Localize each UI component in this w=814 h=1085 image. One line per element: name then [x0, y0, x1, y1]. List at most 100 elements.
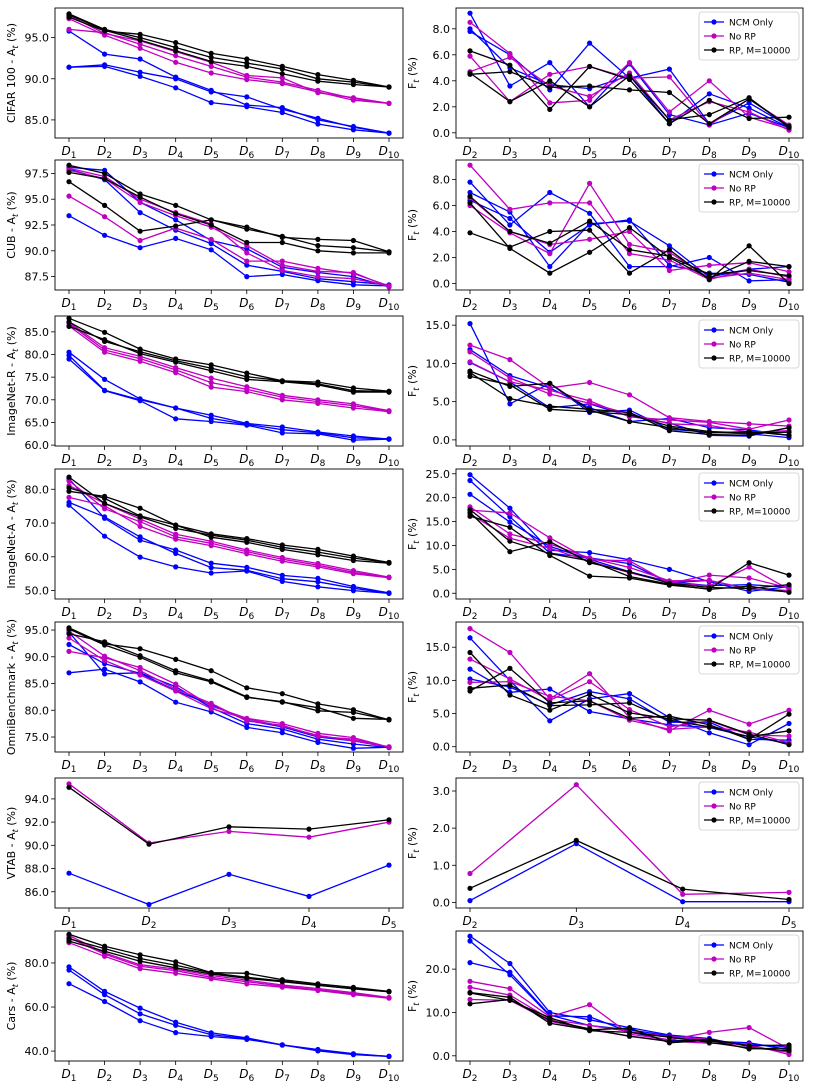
y-tick-label: 97.5 — [25, 167, 50, 180]
series-no-rp — [66, 932, 392, 1001]
data-point — [306, 893, 312, 900]
data-point — [137, 210, 143, 216]
data-point — [626, 241, 633, 248]
legend-swatch-marker — [711, 199, 717, 205]
data-point — [315, 430, 321, 436]
data-point — [547, 78, 553, 84]
data-point — [173, 656, 179, 663]
series-ncm-only — [467, 666, 792, 747]
series-line — [68, 321, 390, 393]
series-line — [68, 169, 390, 288]
data-point — [746, 278, 752, 284]
data-point — [173, 235, 179, 241]
series-line — [68, 323, 390, 412]
data-point — [746, 428, 752, 435]
data-point — [746, 115, 752, 122]
data-point — [137, 1005, 143, 1011]
x-tick-label: D7 — [275, 452, 290, 469]
x-tick-label: D10 — [379, 296, 400, 313]
data-point — [173, 564, 179, 570]
data-point — [350, 237, 356, 244]
data-point — [547, 251, 553, 257]
data-point — [680, 899, 686, 905]
series-line — [68, 668, 390, 749]
series-no-rp — [66, 478, 392, 581]
data-point — [315, 236, 321, 242]
x-tick-label: D1 — [62, 452, 77, 469]
data-point — [386, 717, 392, 723]
y-tick-label: 95.0 — [25, 32, 50, 45]
data-point — [706, 1029, 712, 1035]
x-tick-label: D7 — [662, 296, 677, 313]
data-point — [137, 45, 143, 51]
data-point — [786, 277, 792, 283]
data-point — [746, 267, 752, 274]
series-rp-m-10000 — [66, 12, 392, 90]
data-point — [279, 258, 285, 264]
data-point — [208, 63, 214, 69]
x-tick-label: D1 — [62, 296, 77, 313]
data-point — [507, 524, 513, 530]
data-point — [467, 885, 473, 891]
data-point — [587, 698, 593, 704]
y-tick-label: 0.0 — [433, 1050, 451, 1063]
y-tick-label: 90.0 — [25, 839, 50, 852]
y-axis-label: Ft (%) — [406, 57, 421, 89]
data-point — [244, 716, 250, 722]
data-point — [386, 130, 392, 136]
x-tick-label: D5 — [204, 144, 219, 161]
y-tick-label: 70.0 — [25, 517, 50, 530]
x-tick-label: D3 — [133, 296, 148, 313]
series-line — [68, 480, 390, 579]
data-point — [467, 626, 473, 632]
data-point — [350, 276, 356, 282]
data-point — [507, 222, 513, 228]
data-point — [208, 570, 214, 576]
data-point — [350, 81, 356, 88]
data-point — [507, 401, 513, 407]
series-rp-m-10000 — [467, 227, 792, 287]
subplot-cars-acc: 40.0 60.0 80.0 D1 D2 D3 D4 D5 D6 D7 D8 D9 D10 Cars - … — [5, 930, 404, 1084]
series-line — [68, 18, 390, 105]
data-point — [626, 715, 633, 721]
series-rp-m-10000 — [66, 179, 392, 255]
y-axis-label: Ft (%) — [406, 980, 421, 1012]
y-axis-label: ImageNet-R - At (%) — [5, 326, 20, 436]
legend-box — [698, 781, 800, 831]
y-tick-label: 85.0 — [25, 114, 50, 127]
data-point — [746, 742, 752, 748]
legend-label: RP, M=10000 — [729, 199, 791, 209]
data-point — [626, 60, 633, 66]
data-point — [706, 572, 712, 578]
y-tick-label: 80.0 — [25, 704, 50, 717]
data-point — [587, 218, 593, 224]
data-point — [746, 560, 752, 566]
data-point — [587, 400, 593, 406]
data-point — [102, 202, 108, 208]
legend-swatch-marker — [711, 355, 717, 361]
series-rp-m-10000 — [66, 474, 392, 566]
data-point — [386, 389, 392, 395]
series-no-rp — [467, 978, 792, 1052]
x-tick-label: D5 — [582, 144, 597, 161]
y-axis-label: VTAB - At (%) — [5, 807, 20, 880]
series-rp-m-10000 — [66, 169, 392, 256]
data-point — [137, 245, 143, 251]
x-tick-label: D4 — [542, 144, 557, 161]
data-point — [746, 258, 752, 264]
data-point — [547, 200, 553, 206]
data-point — [208, 380, 214, 386]
data-point — [626, 251, 633, 257]
legend-swatch-marker — [711, 970, 717, 976]
data-point — [706, 271, 712, 277]
data-point — [102, 337, 108, 343]
x-tick-label: D8 — [702, 452, 717, 469]
data-point — [350, 990, 356, 996]
data-point — [507, 99, 513, 105]
legend: NCM Only No RP RP, M=10000 — [698, 472, 800, 522]
data-point — [746, 96, 752, 102]
subplot-vtab-acc: 86.0 88.0 90.0 92.0 94.0 D1 D2 D3 D4 D5 VTAB - At … — [5, 777, 404, 931]
data-point — [66, 179, 72, 185]
data-point — [467, 960, 473, 966]
data-point — [587, 1014, 593, 1020]
